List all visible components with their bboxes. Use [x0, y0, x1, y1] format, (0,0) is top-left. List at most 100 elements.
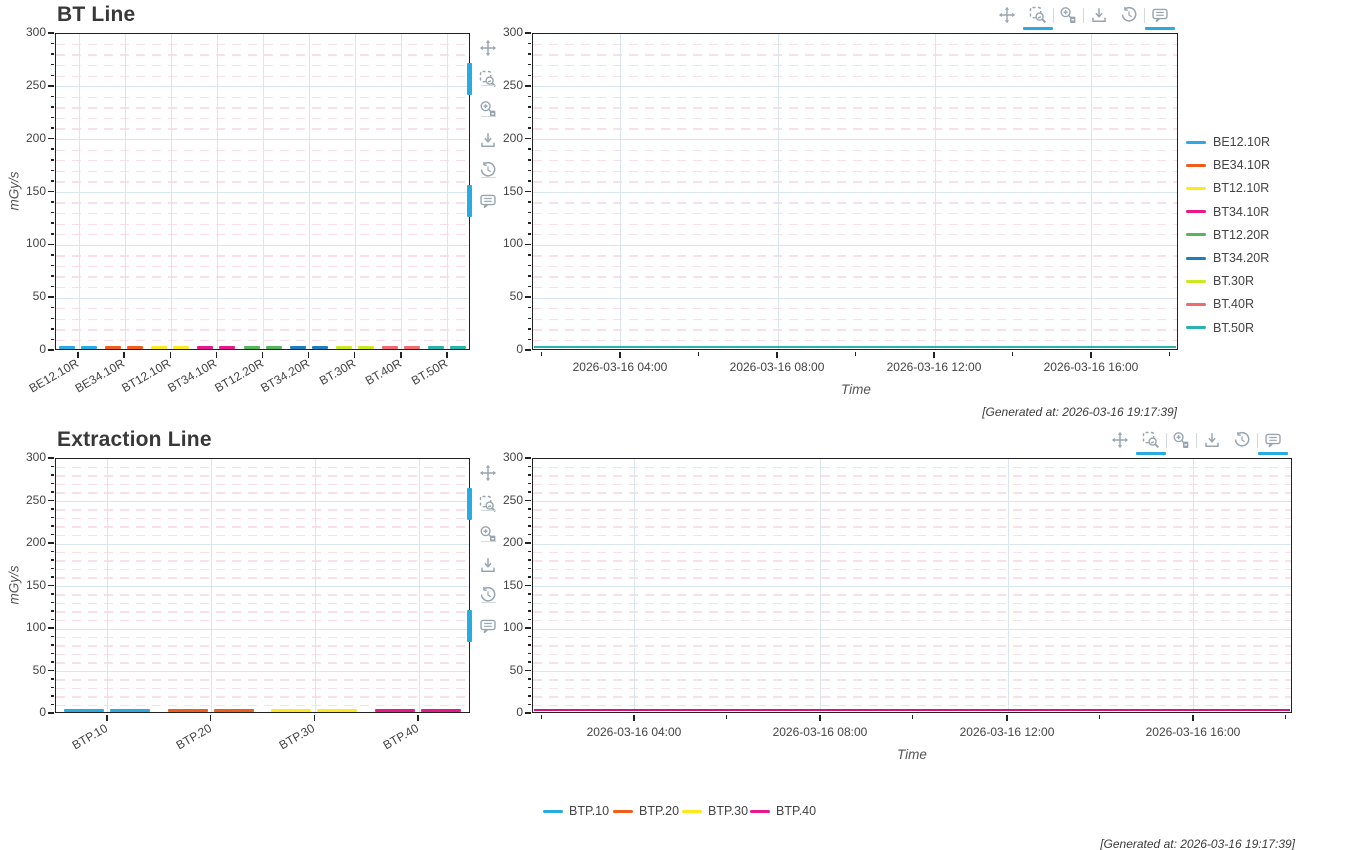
hover-icon[interactable] [1151, 6, 1169, 24]
y-tick-mark [50, 465, 54, 468]
minor-gridline [533, 645, 1291, 647]
hover-icon[interactable] [1264, 431, 1282, 449]
y-tick-mark [524, 712, 531, 714]
legend-swatch [613, 809, 633, 813]
download-icon[interactable] [1203, 431, 1221, 449]
y-tick-mark [527, 618, 531, 621]
y-tick-label: 200 [25, 535, 46, 549]
box-plot-area[interactable] [55, 33, 470, 350]
timeseries-plot-area[interactable] [532, 33, 1178, 350]
x-tick-mark [353, 351, 356, 358]
box-mark [81, 345, 98, 349]
legend-item[interactable]: BTP.40 [750, 803, 816, 819]
vertical-gridline [447, 34, 449, 349]
minor-gridline [56, 619, 469, 622]
category-tick-label: BT.50R [408, 356, 450, 388]
pan-icon[interactable] [479, 39, 497, 57]
y-tick-mark [527, 254, 531, 256]
legend-item[interactable]: BT34.20R [1186, 250, 1269, 266]
legend-item[interactable]: BT12.20R [1186, 227, 1269, 243]
y-tick-mark [50, 254, 54, 256]
box-plot-area[interactable] [55, 458, 470, 713]
minor-gridline [533, 128, 1177, 130]
pan-icon[interactable] [479, 464, 497, 482]
y-tick-label: 100 [25, 620, 46, 634]
minor-gridline [56, 128, 469, 130]
legend-item[interactable]: BTP.30 [682, 803, 748, 819]
time-tick-label: 2026-03-16 08:00 [772, 725, 868, 739]
reset-icon[interactable] [1233, 431, 1251, 449]
pan-icon[interactable] [1111, 431, 1129, 449]
y-tick-mark [527, 127, 531, 129]
minor-gridline [533, 611, 1291, 613]
x-tick-mark [776, 351, 778, 358]
major-gridline [56, 628, 469, 630]
legend-swatch [1186, 279, 1206, 283]
y-tick-mark [527, 222, 531, 224]
major-gridline [533, 139, 1177, 141]
x-tick-mark [400, 351, 402, 358]
pan-icon[interactable] [998, 6, 1016, 24]
major-gridline [533, 244, 1177, 246]
zoom-box-icon[interactable] [1142, 431, 1160, 449]
x-minor-tick-mark [855, 351, 857, 356]
legend-item[interactable]: BE34.10R [1186, 157, 1270, 173]
vertical-gridline [78, 34, 80, 349]
legend-item[interactable]: BT.50R [1186, 320, 1254, 336]
x-minor-tick-mark [1012, 351, 1014, 356]
y-tick-mark [527, 635, 531, 638]
legend-item[interactable]: BTP.10 [543, 803, 609, 819]
y-tick-mark [50, 508, 54, 510]
legend-swatch [543, 809, 563, 813]
y-tick-label: 150 [502, 577, 523, 592]
y-tick-mark [47, 190, 54, 193]
legend-item[interactable]: BT12.10R [1186, 180, 1269, 196]
y-tick-label: 250 [502, 77, 523, 92]
y-tick-mark [50, 233, 54, 235]
legend-item[interactable]: BE12.10R [1186, 134, 1270, 150]
y-tick-mark [527, 465, 531, 468]
zoom-in-out-icon[interactable] [1172, 431, 1190, 449]
download-icon[interactable] [479, 556, 497, 574]
zoom-box-icon[interactable] [1029, 6, 1047, 24]
legend-item[interactable]: BT34.10R [1186, 204, 1269, 220]
x-tick-mark [619, 351, 621, 358]
legend-item[interactable]: BTP.20 [613, 803, 679, 819]
minor-gridline [56, 234, 469, 236]
zoom-in-out-icon[interactable] [1059, 6, 1077, 24]
x-minor-tick-mark [698, 351, 699, 356]
hover-icon[interactable] [479, 617, 497, 635]
reset-icon[interactable] [479, 586, 497, 604]
y-tick-mark [50, 678, 54, 680]
x-minor-tick-mark [540, 714, 542, 719]
legend-item[interactable]: BT.40R [1186, 296, 1254, 312]
hover-icon[interactable] [479, 192, 497, 210]
download-icon[interactable] [479, 131, 497, 149]
y-tick-mark [527, 285, 531, 288]
major-gridline [56, 244, 469, 246]
y-tick-mark [50, 285, 54, 288]
timeseries-plot-area[interactable] [532, 458, 1292, 713]
legend-swatch [1186, 140, 1206, 144]
y-tick-label: 100 [502, 620, 523, 634]
minor-gridline [533, 43, 1177, 46]
minor-gridline [56, 653, 469, 656]
reset-icon[interactable] [1120, 6, 1138, 24]
y-tick-mark [524, 190, 531, 193]
generated-at-bt: [Generated at: 2026-03-16 19:17:39] [982, 405, 1177, 419]
major-gridline [56, 671, 469, 672]
minor-gridline [56, 96, 469, 99]
legend-item[interactable]: BT.30R [1186, 273, 1254, 289]
minor-gridline [533, 679, 1291, 681]
download-icon[interactable] [1090, 6, 1108, 24]
y-tick-mark [47, 85, 54, 87]
y-tick-mark [524, 296, 531, 298]
y-tick-mark [524, 542, 531, 544]
minor-gridline [56, 696, 469, 698]
minor-gridline [533, 212, 1177, 215]
minor-gridline [533, 594, 1291, 596]
major-gridline [56, 586, 469, 587]
y-tick-mark [527, 567, 531, 570]
reset-icon[interactable] [479, 161, 497, 179]
vertical-gridline [1193, 459, 1195, 712]
